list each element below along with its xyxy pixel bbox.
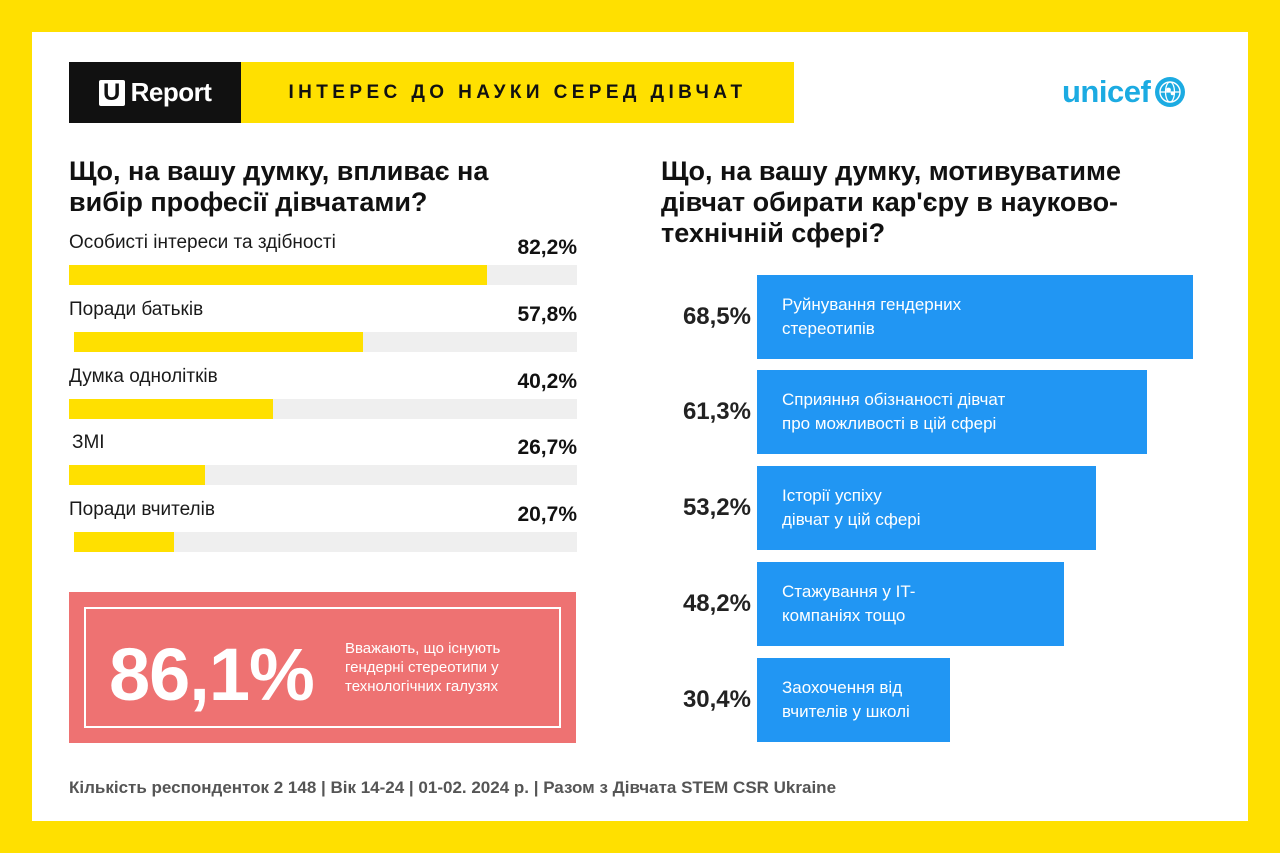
bar-label-line: стереотипів	[782, 319, 875, 338]
value-label: 30,4%	[682, 686, 751, 713]
category-label: Поради батьків	[69, 299, 204, 320]
value-label: 26,7%	[517, 436, 577, 459]
bar	[69, 465, 205, 485]
footer-meta: Кількість респонденток 2 148 | Вік 14-24…	[69, 778, 837, 797]
chart-row: ЗМІ 26,7%	[69, 432, 577, 494]
bar-label: Історії успіху дівчат у цій сфері	[782, 484, 992, 532]
chart-row: Думка однолітків 40,2%	[69, 366, 577, 428]
bar-label-line: дівчат у цій сфері	[782, 510, 921, 529]
value-label: 20,7%	[517, 503, 577, 526]
value-label: 53,2%	[682, 494, 751, 521]
category-label: Особисті інтереси та здібності	[69, 232, 336, 253]
category-label: ЗМІ	[72, 432, 105, 453]
bar-label: Руйнування гендерних стереотипів	[782, 293, 992, 341]
bar	[69, 399, 274, 419]
highlight-frame	[84, 607, 561, 728]
stereotype-highlight-box: 86,1% Вважають, що існують гендерні стер…	[69, 592, 576, 743]
bar-label-line: Руйнування гендерних	[782, 295, 962, 314]
chart-row: Поради батьків 57,8%	[69, 299, 577, 361]
right-question: Що, на вашу думку, мотивуватиме дівчат о…	[661, 156, 1121, 248]
bar-label-line: Сприяння обізнаності дівчат	[782, 390, 1006, 409]
bar-label: Стажування у IT- компаніях тощо	[782, 580, 992, 628]
bar	[74, 332, 363, 352]
bar-label-line: Заохочення від	[782, 678, 903, 697]
left-question: Що, на вашу думку, впливає на вибір проф…	[69, 156, 489, 217]
highlight-value: 86,1%	[109, 633, 315, 716]
bar	[69, 265, 487, 285]
value-label: 61,3%	[682, 398, 751, 425]
bar-label-line: вчителів у школі	[782, 702, 910, 721]
value-label: 68,5%	[682, 303, 751, 330]
bar-track	[74, 532, 577, 552]
bar: Сприяння обізнаності дівчат про можливос…	[757, 370, 1148, 454]
value-label: 48,2%	[682, 590, 751, 617]
category-label: Думка однолітків	[69, 366, 218, 387]
bar	[74, 532, 175, 552]
bar-label-line: Історії успіху	[782, 486, 882, 505]
chart-row: Особисті інтереси та здібності 82,2%	[69, 232, 577, 294]
value-label: 57,8%	[517, 303, 577, 326]
infographic-card: U Report ІНТЕРЕС ДО НАУКИ СЕРЕД ДІВЧАТ u…	[32, 32, 1248, 821]
value-label: 82,2%	[517, 236, 577, 259]
bar-label-line: про можливості в цій сфері	[782, 414, 997, 433]
bar-label: Заохочення від вчителів у школі	[782, 676, 942, 724]
ureport-logo: U Report	[69, 62, 241, 123]
title-banner: ІНТЕРЕС ДО НАУКИ СЕРЕД ДІВЧАТ	[241, 62, 794, 123]
bar: Історії успіху дівчат у цій сфері	[757, 466, 1096, 550]
bar-label-line: Стажування у IT-	[782, 582, 916, 601]
chart-row: Поради вчителів 20,7%	[69, 499, 577, 561]
category-label: Поради вчителів	[69, 499, 215, 520]
bar-label: Сприяння обізнаності дівчат про можливос…	[782, 388, 1042, 436]
highlight-text: Вважають, що існують гендерні стереотипи…	[345, 640, 501, 695]
value-label: 40,2%	[517, 370, 577, 393]
page-title: ІНТЕРЕС ДО НАУКИ СЕРЕД ДІВЧАТ	[288, 81, 747, 103]
bar: Руйнування гендерних стереотипів	[757, 275, 1193, 359]
unicef-globe-icon	[1155, 77, 1186, 107]
ureport-wordmark: Report	[130, 77, 212, 107]
ureport-u-mark: U	[98, 79, 125, 106]
unicef-logo: unicef	[1062, 74, 1187, 110]
bar: Заохочення від вчителів у школі	[757, 658, 951, 742]
bar: Стажування у IT- компаніях тощо	[757, 562, 1064, 646]
bar-label-line: компаніях тощо	[782, 606, 906, 625]
unicef-wordmark: unicef	[1062, 74, 1151, 109]
